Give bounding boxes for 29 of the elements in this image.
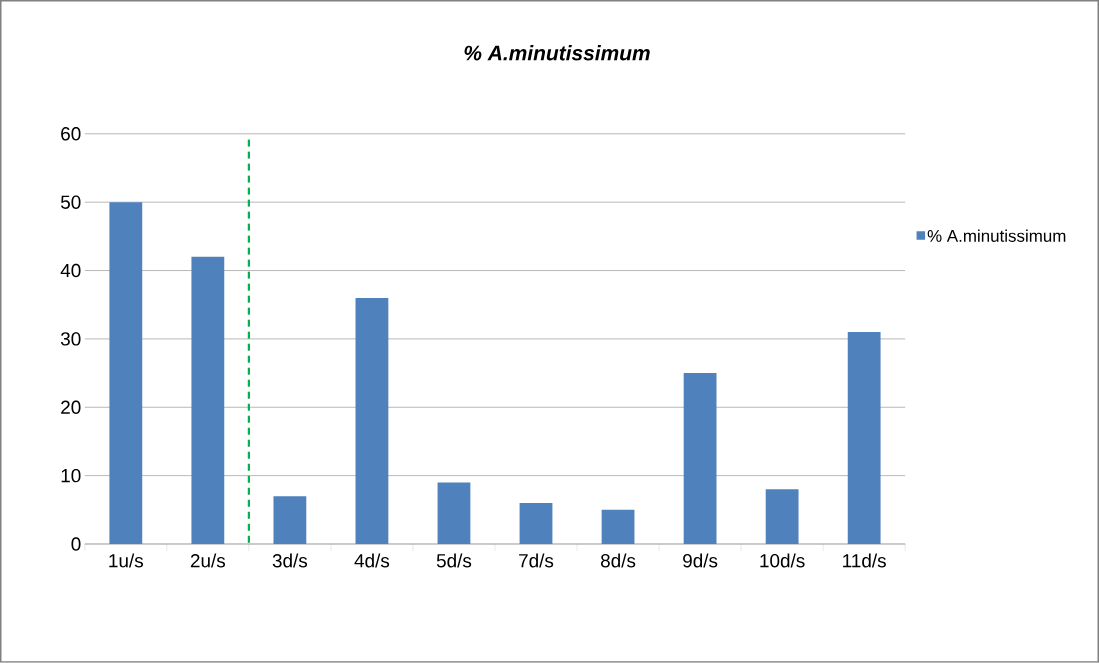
x-tick-label: 7d/s <box>519 553 554 568</box>
bar <box>765 489 799 545</box>
x-tick-label: 8d/s <box>600 553 636 568</box>
bar <box>191 256 225 545</box>
x-tick-label: 5d/s <box>436 553 472 568</box>
x-tick-label: 10d/s <box>760 553 805 568</box>
bar <box>355 297 389 545</box>
y-tick-label: 50 <box>60 195 81 209</box>
bar <box>109 202 143 545</box>
x-tick-label: 3d/s <box>272 553 308 568</box>
y-tick-label: 60 <box>61 127 81 141</box>
bar <box>847 332 881 545</box>
bar <box>683 373 717 545</box>
y-tick-label: 0 <box>71 537 81 551</box>
y-tick-label: 30 <box>60 332 81 346</box>
y-tick-label: 40 <box>60 263 81 278</box>
bar <box>437 482 471 545</box>
bar <box>601 509 635 545</box>
bar <box>519 503 553 545</box>
x-tick-label: 9d/s <box>683 553 718 568</box>
x-tick-label: 2u/s <box>190 553 226 568</box>
bar <box>273 496 307 545</box>
y-tick-label: 10 <box>61 469 81 483</box>
x-tick-label: 1u/s <box>109 553 144 568</box>
x-tick-label: 4d/s <box>354 553 390 568</box>
chart-title: % A.minutissimum <box>464 45 650 61</box>
y-tick-label: 20 <box>61 400 81 415</box>
legend-label: % A.minutissimum <box>927 229 1066 243</box>
x-tick-label: 11d/s <box>843 553 886 568</box>
